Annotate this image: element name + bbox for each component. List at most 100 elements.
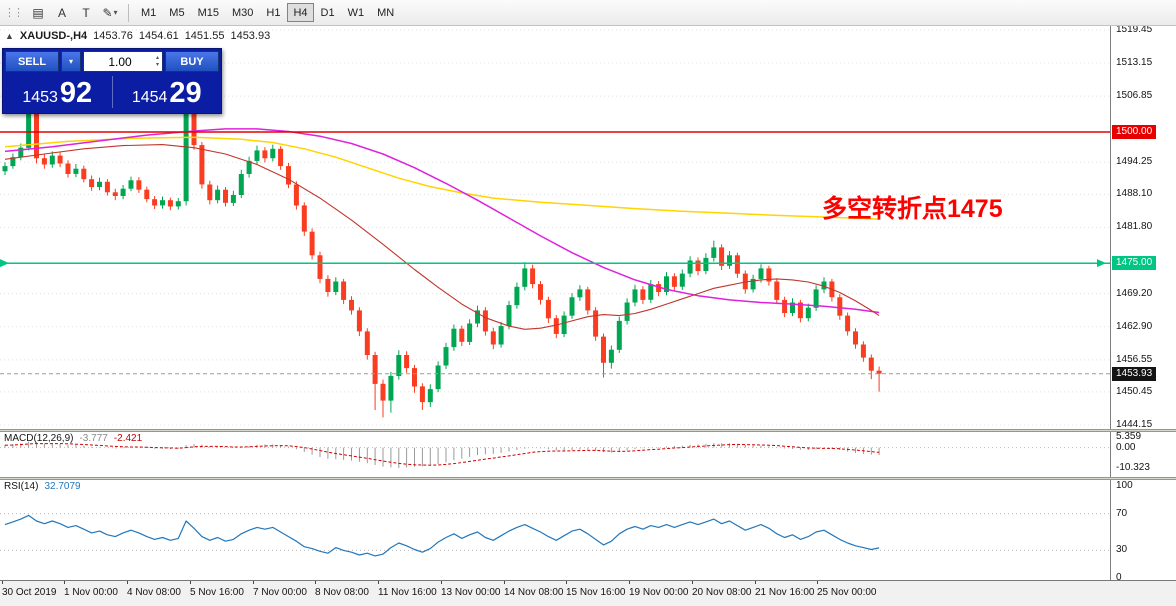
time-tick — [504, 581, 505, 584]
time-axis-label: 13 Nov 00:00 — [441, 587, 501, 598]
time-axis-label: 15 Nov 16:00 — [566, 587, 626, 598]
price-divider — [111, 76, 113, 108]
chevron-down-icon: ▾ — [113, 8, 118, 17]
buy-price-main: 1454 — [131, 89, 168, 106]
time-axis-label: 21 Nov 16:00 — [755, 587, 815, 598]
time-axis-label: 7 Nov 00:00 — [253, 587, 307, 598]
draw-tool-icon[interactable]: ✎ ▾ — [98, 3, 122, 23]
timeframe-m30[interactable]: M30 — [231, 6, 254, 19]
ohlc-low: 1451.55 — [184, 30, 225, 42]
time-tick — [315, 581, 316, 584]
buy-button[interactable]: BUY — [165, 51, 219, 72]
panel-splitter[interactable] — [0, 429, 1176, 432]
rsi-axis-label: 0 — [1116, 572, 1122, 583]
one-click-toggle-icon[interactable]: ▲ — [5, 31, 14, 41]
time-axis-label: 30 Oct 2019 — [2, 587, 57, 598]
time-tick — [629, 581, 630, 584]
price-axis-label: 1506.85 — [1116, 90, 1153, 101]
chart-icon[interactable]: ▤ — [32, 5, 44, 20]
macd-panel[interactable]: MACD(12,26,9) -3.777 -2.421 — [0, 432, 1110, 477]
time-tick — [378, 581, 379, 584]
rsi-panel[interactable]: RSI(14) 32.7079 — [0, 480, 1110, 580]
price-axis-label: 1513.15 — [1116, 57, 1153, 68]
time-axis-label: 11 Nov 16:00 — [378, 587, 437, 598]
toolbar: ⋮⋮ ▤ A T ✎ ▾ M1 M5 M15 M30 H1 H4 D1 W1 MN — [0, 0, 1176, 26]
ohlc-high: 1454.61 — [138, 30, 179, 42]
time-tick — [755, 581, 756, 584]
rsi-axis-label: 30 — [1116, 544, 1128, 555]
buy-price[interactable]: 1454 29 — [113, 79, 222, 108]
spin-down-icon[interactable]: ▾ — [155, 61, 159, 68]
rsi-label: RSI(14) — [4, 481, 39, 492]
timeframe-w1[interactable]: W1 — [347, 6, 365, 19]
price-axis-label: 1494.25 — [1116, 156, 1153, 167]
timeframe-h1[interactable]: H1 — [266, 6, 281, 19]
symbol-header: ▲ XAUUSD-,H4 1453.76 1454.61 1451.55 145… — [5, 30, 270, 42]
sell-price-pips: 92 — [59, 77, 93, 109]
sell-price-main: 1453 — [22, 89, 58, 106]
price-axis[interactable]: 1519.45 1513.15 1506.85 1500.00 1494.25 1488.… — [1110, 24, 1176, 583]
panel-splitter[interactable] — [0, 477, 1176, 480]
macd-label: MACD(12,26,9) — [4, 433, 74, 444]
timeframe-group: M1 M5 M15 M30 H1 H4 D1 W1 MN — [135, 3, 400, 22]
macd-axis-label: 5.359 — [1116, 431, 1142, 442]
time-axis-label: 5 Nov 16:00 — [190, 587, 244, 598]
price-axis-label: 1469.20 — [1116, 288, 1153, 299]
macd-main-value: -3.777 — [79, 433, 108, 444]
rsi-header: RSI(14) 32.7079 — [4, 481, 81, 492]
buy-price-pips: 29 — [169, 77, 202, 109]
timeframe-d1[interactable]: D1 — [320, 6, 335, 19]
time-axis-label: 8 Nov 08:00 — [315, 587, 369, 598]
ohlc-close: 1453.93 — [230, 30, 271, 42]
text-tool-icon[interactable]: T — [82, 5, 90, 20]
timeframe-m1[interactable]: M1 — [141, 6, 157, 19]
time-tick — [64, 581, 65, 584]
volume-field[interactable]: 1.00 ▴ ▾ — [83, 51, 163, 72]
timeframe-mn[interactable]: MN — [377, 6, 395, 19]
sell-button[interactable]: SELL — [5, 51, 59, 72]
toolbar-grip[interactable]: ⋮⋮ — [4, 7, 24, 19]
time-tick — [127, 581, 128, 584]
macd-axis-label: 0.00 — [1116, 442, 1136, 453]
macd-signal-value: -2.421 — [113, 433, 143, 444]
macd-header: MACD(12,26,9) -3.777 -2.421 — [4, 433, 142, 444]
time-axis-label: 19 Nov 00:00 — [629, 587, 689, 598]
time-axis-label: 14 Nov 08:00 — [504, 587, 564, 598]
time-tick — [566, 581, 567, 584]
time-tick — [253, 581, 254, 584]
price-axis-label: 1481.80 — [1116, 221, 1153, 232]
price-axis-label: 1456.55 — [1116, 354, 1153, 365]
time-tick — [441, 581, 442, 584]
price-axis-label: 1450.45 — [1116, 386, 1153, 397]
cursor-tool-icon[interactable]: A — [57, 5, 66, 20]
time-axis-label: 25 Nov 00:00 — [817, 587, 877, 598]
price-axis-label: 1500.00 — [1112, 125, 1157, 139]
volume-value: 1.00 — [108, 54, 132, 69]
time-axis-label: 1 Nov 00:00 — [64, 587, 118, 598]
rsi-value: 32.7079 — [44, 481, 81, 492]
timeframe-m5[interactable]: M5 — [169, 6, 185, 19]
volume-stepper[interactable]: ▴ ▾ — [156, 55, 162, 68]
timeframe-h4[interactable]: H4 — [287, 3, 314, 22]
price-axis-label: 1488.10 — [1116, 188, 1153, 199]
sell-price[interactable]: 1453 92 — [3, 79, 112, 108]
toolbar-separator — [128, 3, 129, 22]
order-options-dropdown[interactable]: ▾ — [61, 51, 81, 72]
ohlc-open: 1453.76 — [93, 30, 133, 42]
current-price-label: 1453.93 — [1112, 367, 1157, 381]
price-axis-label: 1475.00 — [1112, 256, 1157, 270]
pencil-icon: ✎ — [102, 5, 113, 20]
price-axis-label: 1519.45 — [1116, 24, 1153, 35]
timeframe-m15[interactable]: M15 — [197, 6, 219, 19]
rsi-axis-label: 70 — [1116, 508, 1128, 519]
one-click-trading-panel: SELL ▾ 1.00 ▴ ▾ BUY 1453 92 1454 29 — [2, 48, 222, 114]
time-tick — [692, 581, 693, 584]
price-axis-label: 1444.15 — [1116, 419, 1153, 430]
time-tick — [190, 581, 191, 584]
chart-annotation: 多空转折点1475 — [822, 195, 1003, 223]
time-axis[interactable]: 30 Oct 2019 1 Nov 00:00 4 Nov 08:00 5 Nov 1… — [0, 580, 1176, 606]
rsi-axis-label: 100 — [1116, 480, 1133, 491]
spin-up-icon[interactable]: ▴ — [155, 54, 159, 61]
time-tick — [817, 581, 818, 584]
